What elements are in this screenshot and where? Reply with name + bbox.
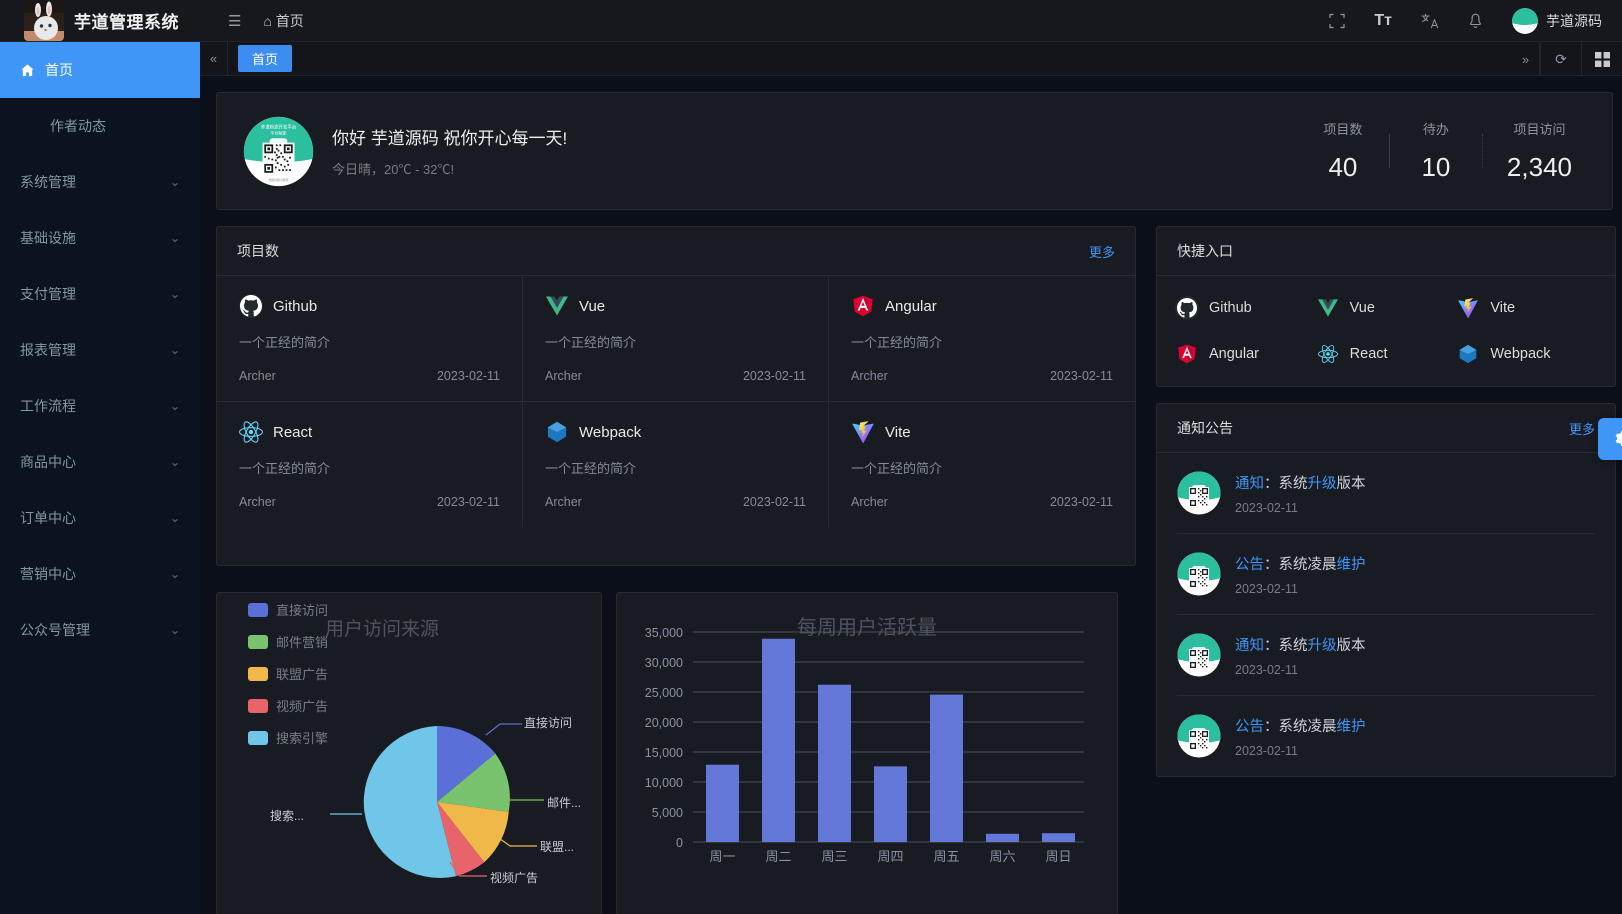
svg-text:周一: 周一 — [709, 849, 735, 864]
svg-text:芋道粉途开发平台: 芋道粉途开发平台 — [261, 123, 297, 130]
svg-text:10,000: 10,000 — [645, 776, 683, 790]
svg-text:长按识别小程序: 长按识别小程序 — [268, 176, 288, 181]
svg-text:5,000: 5,000 — [652, 806, 683, 820]
svg-text:周六: 周六 — [989, 849, 1015, 864]
svg-text:周三: 周三 — [821, 849, 847, 864]
svg-text:0: 0 — [676, 836, 683, 850]
svg-text:周二: 周二 — [765, 849, 791, 864]
svg-text:周五: 周五 — [933, 849, 959, 864]
svg-text:30,000: 30,000 — [645, 656, 683, 670]
svg-text:周日: 周日 — [1045, 849, 1071, 864]
svg-text:15,000: 15,000 — [645, 746, 683, 760]
svg-text:20,000: 20,000 — [645, 716, 683, 730]
svg-text:25,000: 25,000 — [645, 686, 683, 700]
svg-text:平台赋能: 平台赋能 — [271, 129, 287, 135]
svg-text:周四: 周四 — [877, 849, 903, 864]
